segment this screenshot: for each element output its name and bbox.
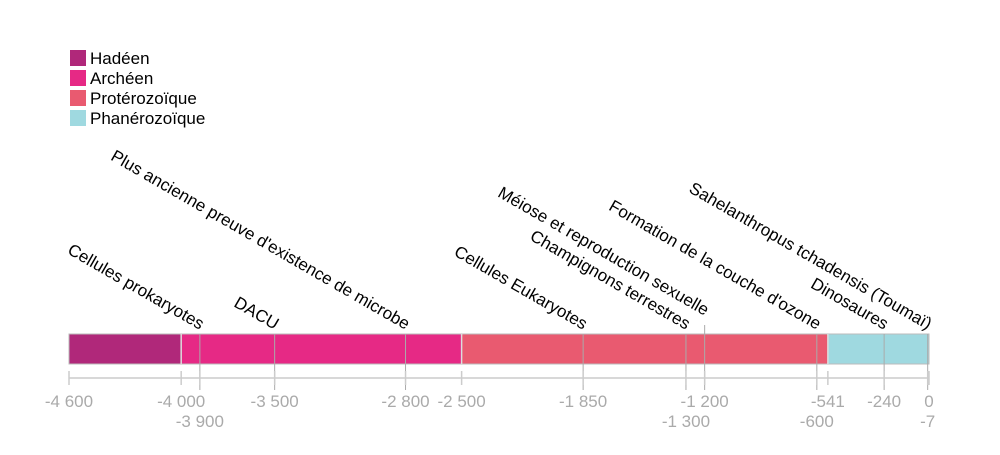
tick-label: -600 bbox=[800, 412, 834, 431]
legend-label: Protérozoïque bbox=[90, 89, 197, 108]
x-axis: -4 600 -4 000-3 900 -3 500 -2 800 -2 500 -1 8… bbox=[45, 371, 935, 431]
tick-label: -4 600 bbox=[45, 392, 93, 411]
tick-label: 0 bbox=[924, 392, 933, 411]
legend-swatch bbox=[70, 110, 86, 126]
tick-label: -240 bbox=[867, 392, 901, 411]
legend-swatch bbox=[70, 70, 86, 86]
era-bar bbox=[69, 334, 182, 364]
tick-label: -2 500 bbox=[438, 392, 486, 411]
legend-swatch bbox=[70, 90, 86, 106]
tick-label: -1 850 bbox=[559, 392, 607, 411]
era-bars bbox=[68, 333, 930, 365]
event-label: DACU bbox=[231, 293, 282, 334]
tick-label: -3 500 bbox=[251, 392, 299, 411]
era-bar bbox=[461, 334, 828, 364]
tick-label: -1 200 bbox=[681, 392, 729, 411]
era-bar bbox=[827, 334, 929, 364]
legend-label: Archéen bbox=[90, 69, 153, 88]
tick-label: -1 300 bbox=[662, 412, 710, 431]
legend-swatch bbox=[70, 50, 86, 66]
bar-outline bbox=[68, 333, 930, 365]
tick-label: -7 bbox=[920, 412, 935, 431]
tick-label: -3 900 bbox=[176, 412, 224, 431]
event-label: Cellules prokaryotes bbox=[64, 240, 207, 333]
tick-label: -2 800 bbox=[381, 392, 429, 411]
legend-label: Phanérozoïque bbox=[90, 109, 205, 128]
tick-label: -4 000 bbox=[157, 392, 205, 411]
legend-label: Hadéen bbox=[90, 49, 150, 68]
tick-label: -541 bbox=[811, 392, 845, 411]
era-bar bbox=[181, 334, 462, 364]
